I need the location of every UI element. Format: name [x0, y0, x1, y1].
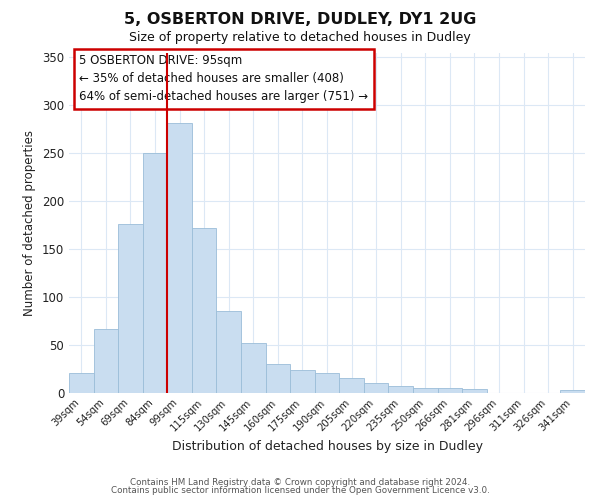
- Bar: [388, 386, 413, 392]
- Text: 5 OSBERTON DRIVE: 95sqm
← 35% of detached houses are smaller (408)
64% of semi-d: 5 OSBERTON DRIVE: 95sqm ← 35% of detache…: [79, 54, 368, 103]
- Bar: [266, 364, 290, 392]
- Bar: [167, 124, 192, 392]
- Bar: [437, 388, 462, 392]
- Text: Contains public sector information licensed under the Open Government Licence v3: Contains public sector information licen…: [110, 486, 490, 495]
- Bar: [94, 330, 118, 392]
- Text: Contains HM Land Registry data © Crown copyright and database right 2024.: Contains HM Land Registry data © Crown c…: [130, 478, 470, 487]
- Bar: [143, 153, 167, 392]
- X-axis label: Distribution of detached houses by size in Dudley: Distribution of detached houses by size …: [172, 440, 482, 453]
- Text: Size of property relative to detached houses in Dudley: Size of property relative to detached ho…: [129, 31, 471, 44]
- Bar: [241, 342, 266, 392]
- Bar: [118, 224, 143, 392]
- Text: 5, OSBERTON DRIVE, DUDLEY, DY1 2UG: 5, OSBERTON DRIVE, DUDLEY, DY1 2UG: [124, 12, 476, 28]
- Bar: [315, 374, 339, 392]
- Bar: [217, 311, 241, 392]
- Bar: [69, 374, 94, 392]
- Bar: [560, 390, 585, 392]
- Y-axis label: Number of detached properties: Number of detached properties: [23, 130, 37, 316]
- Bar: [192, 228, 217, 392]
- Bar: [413, 388, 437, 392]
- Bar: [290, 370, 315, 392]
- Bar: [462, 388, 487, 392]
- Bar: [339, 378, 364, 392]
- Bar: [364, 383, 388, 392]
